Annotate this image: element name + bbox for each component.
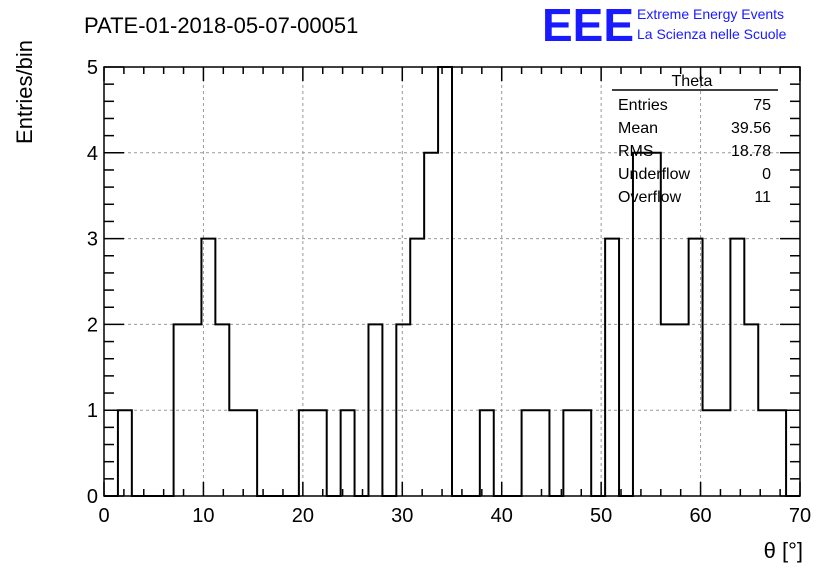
eee-logo-mark: EEE [542,0,634,51]
stats-box-rows: Entries 75 Mean 39.56 RMS 18.78 Underflow 0 Over… [618,97,771,206]
histogram-bin [215,324,229,496]
stats-row-label: Overflow [618,189,682,206]
histogram-bin [174,324,188,496]
axis-ticks [103,66,801,497]
histogram-bin [563,410,577,496]
stats-box: Theta Entries 75 Mean 39.56 RMS 18.78 Underflo… [612,73,778,206]
y-tick-label: 0 [87,486,98,508]
histogram-bin [536,410,550,496]
histogram-bin [772,410,786,496]
histogram-bin [716,410,730,496]
y-tick-label: 4 [87,143,98,165]
histogram-bin [410,239,424,496]
x-tick-label: 0 [98,505,109,527]
x-tick-label: 60 [689,505,711,527]
x-tick-labels: 0 10 20 30 40 50 60 70 [98,505,811,527]
stats-row-label: Mean [618,120,658,137]
histogram-bin [758,410,772,496]
histogram-bin [118,410,132,496]
histogram-bin [229,410,243,496]
y-axis-label: Entries/bin [12,40,37,144]
y-tick-label: 5 [87,57,98,79]
histogram-bin [480,410,494,496]
histogram-line [104,66,800,497]
x-tick-label: 70 [789,505,811,527]
stats-row-value: 18.78 [731,143,771,160]
histogram-bin [730,239,744,496]
stats-row-value: 75 [753,97,771,114]
histogram-bin [438,67,452,496]
x-tick-label: 50 [590,505,612,527]
histogram-bin [522,410,536,496]
x-tick-label: 30 [391,505,413,527]
stats-row-label: Underflow [618,166,690,183]
y-tick-label: 1 [87,400,98,422]
stats-row-value: 11 [754,189,771,206]
histogram-bin [341,410,355,496]
stats-row-label: RMS [618,143,654,160]
x-tick-label: 20 [292,505,314,527]
stats-row-value: 0 [762,166,771,183]
chart-title: PATE-01-2018-05-07-00051 [84,13,358,38]
plot-frame [103,66,801,497]
histogram-bin [605,239,619,496]
histogram-bin [313,410,327,496]
logo-line-2: La Scienza nelle Scuole [637,26,787,42]
x-axis-label: θ [°] [764,538,803,563]
x-tick-label: 40 [491,505,513,527]
histogram-bin [577,410,591,496]
x-tick-label: 10 [192,505,214,527]
stats-box-title: Theta [672,73,713,90]
stats-row-value: 39.56 [731,120,771,137]
stats-row-label: Entries [618,97,668,114]
logo-line-1: Extreme Energy Events [637,6,784,22]
y-tick-labels: 0 1 2 3 4 5 [87,57,98,508]
histogram-bin [703,410,717,496]
histogram-bin [243,410,257,496]
histogram-bin [299,410,313,496]
y-tick-label: 2 [87,314,98,336]
y-tick-label: 3 [87,229,98,251]
